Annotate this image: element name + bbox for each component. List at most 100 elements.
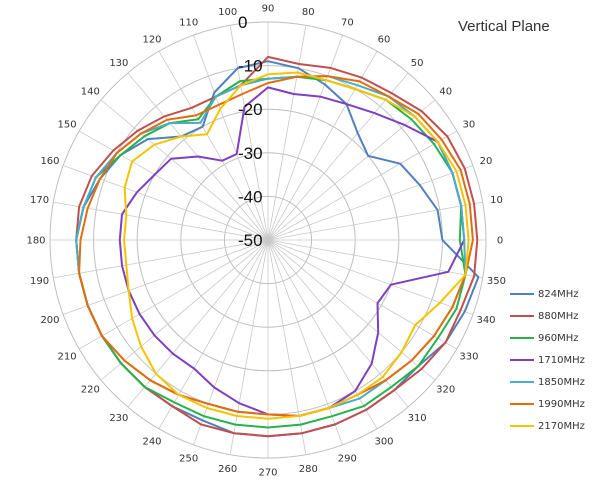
series-lines	[75, 55, 480, 438]
grid-spoke	[267, 165, 473, 241]
grid-spoke	[267, 201, 483, 241]
grid-spoke	[229, 25, 269, 241]
angle-tick-label: 250	[179, 454, 198, 465]
grid-spoke	[267, 239, 409, 408]
angle-tick-label: 160	[40, 156, 59, 167]
angle-tick-label: 350	[487, 276, 506, 287]
legend: 824MHz 880MHz 960MHz 1710MHz 1850MHz 1990MHz 2…	[510, 283, 585, 437]
radial-tick-label: 0	[238, 13, 247, 32]
angle-tick-label: 220	[81, 385, 100, 396]
angle-tick-label: 40	[439, 86, 452, 97]
angle-tick-label: 140	[81, 86, 100, 97]
legend-entry: 1710MHz	[510, 349, 585, 371]
grid-spoke	[53, 201, 269, 241]
angle-tick-label: 180	[26, 236, 45, 247]
legend-label: 1710MHz	[538, 354, 585, 366]
grid-spoke	[193, 239, 269, 445]
angle-tick-label: 300	[374, 436, 393, 447]
grid-spoke	[158, 239, 269, 429]
angle-tick-label: 290	[338, 454, 357, 465]
legend-swatch	[510, 359, 534, 361]
legend-entry: 880MHz	[510, 305, 585, 327]
legend-label: 1850MHz	[538, 376, 585, 388]
angle-tick-label: 10	[490, 195, 503, 206]
polar-grid	[49, 21, 487, 459]
grid-spoke	[267, 239, 307, 455]
legend-entry: 824MHz	[510, 283, 585, 305]
grid-spoke	[53, 239, 269, 279]
radial-tick-label: -30	[238, 144, 263, 163]
legend-label: 960MHz	[538, 332, 579, 344]
series-line-1850mhz	[75, 75, 467, 417]
grid-spoke	[267, 239, 436, 381]
angle-tick-label: 330	[459, 352, 478, 363]
angle-tick-label: 30	[463, 120, 476, 131]
radial-tick-label: -10	[238, 57, 263, 76]
legend-swatch	[510, 425, 534, 427]
legend-entry: 1850MHz	[510, 371, 585, 393]
legend-label: 824MHz	[538, 288, 579, 300]
legend-swatch	[510, 293, 534, 295]
grid-spoke	[193, 35, 269, 241]
angle-tick-label: 200	[40, 315, 59, 326]
angle-tick-label: 190	[30, 276, 49, 287]
grid-spoke	[100, 99, 269, 241]
legend-label: 880MHz	[538, 310, 579, 322]
radial-tick-label: -40	[238, 187, 263, 206]
grid-spoke	[63, 239, 269, 315]
angle-tick-label: 130	[109, 58, 128, 69]
angle-tick-label: 210	[58, 352, 77, 363]
legend-swatch	[510, 403, 534, 405]
legend-label: 1990MHz	[538, 398, 585, 410]
legend-entry: 2170MHz	[510, 415, 585, 437]
grid-spoke	[267, 239, 473, 315]
chart-title: Vertical Plane	[458, 18, 550, 35]
angle-tick-label: 80	[302, 7, 315, 18]
radial-tick-label: -50	[238, 231, 263, 250]
grid-spoke	[158, 51, 269, 241]
grid-spoke	[100, 239, 269, 381]
legend-entry: 960MHz	[510, 327, 585, 349]
angle-tick-label: 170	[30, 195, 49, 206]
angle-tick-label: 90	[262, 4, 275, 15]
series-line-960mhz	[75, 75, 467, 429]
angle-tick-label: 320	[436, 385, 455, 396]
series-line-1990mhz	[78, 75, 474, 417]
grid-spoke	[267, 239, 457, 350]
legend-swatch	[510, 315, 534, 317]
angle-tick-label: 0	[497, 236, 503, 247]
grid-spoke	[267, 239, 378, 429]
grid-spoke	[79, 239, 269, 350]
angle-tick-label: 240	[142, 436, 161, 447]
angle-tick-label: 110	[179, 17, 198, 28]
tick-labels: 0 10 20 30 40 50 60 70 80 90 100 110 120 130 140 150 160…	[26, 4, 506, 479]
angle-tick-label: 310	[408, 413, 427, 424]
angle-tick-label: 120	[142, 35, 161, 46]
grid-spoke	[267, 35, 343, 241]
grid-spoke	[267, 51, 378, 241]
series-line-1710mhz	[118, 86, 466, 417]
grid-spoke	[267, 130, 457, 241]
grid-spoke	[267, 25, 307, 241]
angle-tick-label: 60	[378, 35, 391, 46]
grid-spoke	[267, 72, 409, 241]
angle-tick-label: 50	[411, 58, 424, 69]
legend-swatch	[510, 381, 534, 383]
legend-swatch	[510, 337, 534, 339]
grid-spoke	[63, 165, 269, 241]
legend-entry: 1990MHz	[510, 393, 585, 415]
grid-spoke	[79, 130, 269, 241]
angle-tick-label: 340	[476, 315, 495, 326]
angle-tick-label: 100	[218, 7, 237, 18]
angle-tick-label: 270	[258, 468, 277, 479]
angle-tick-label: 280	[299, 464, 318, 475]
angle-tick-label: 70	[341, 17, 354, 28]
legend-label: 2170MHz	[538, 420, 585, 432]
grid-spoke	[267, 239, 343, 445]
angle-tick-label: 230	[109, 413, 128, 424]
series-line-2170mhz	[123, 71, 470, 420]
angle-tick-label: 20	[480, 156, 493, 167]
radial-tick-label: -20	[238, 100, 263, 119]
angle-tick-label: 150	[58, 120, 77, 131]
